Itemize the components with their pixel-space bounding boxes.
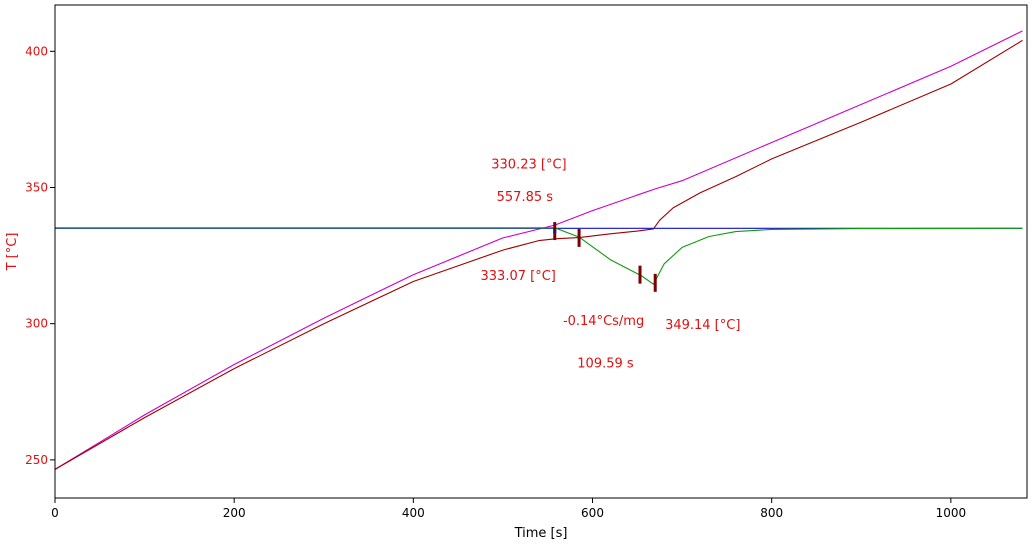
x-tick-label: 400 (402, 506, 425, 520)
y-axis-title: T [°C] (5, 233, 20, 272)
annotation-label-1: 330.23 [°C] (491, 157, 566, 172)
series-layer (54, 30, 1023, 470)
annotation-label-3: 333.07 [°C] (481, 269, 556, 284)
x-tick-label: 0 (51, 506, 59, 520)
y-tick-label: 300 (25, 317, 48, 331)
x-tick-label: 800 (760, 506, 783, 520)
x-axis-ticks: 0 200 400 600 800 1000 (51, 498, 966, 520)
series-line-1 (54, 30, 1023, 470)
x-tick-label: 200 (223, 506, 246, 520)
annotation-label-4: -0.14°Cs/mg (563, 314, 644, 329)
y-tick-label: 350 (25, 180, 48, 194)
plot-frame (54, 4, 1028, 499)
y-tick-label: 400 (25, 44, 48, 58)
annotation-label-6: 109.59 s (577, 356, 634, 371)
y-tick-label: 250 (25, 453, 48, 467)
marker-layer (553, 222, 657, 292)
annotation-label-2: 557.85 s (497, 190, 554, 205)
series-line-2 (54, 39, 1023, 470)
x-tick-label: 600 (581, 506, 604, 520)
annotation-layer: 330.23 [°C] 557.85 s 333.07 [°C] -0.14°Cs/m… (481, 157, 741, 371)
annotation-label-5: 349.14 [°C] (665, 318, 740, 333)
y-axis-ticks: 250 300 350 400 (25, 44, 55, 467)
x-axis-title: Time [s] (514, 526, 568, 541)
x-tick-label: 1000 (936, 506, 967, 520)
